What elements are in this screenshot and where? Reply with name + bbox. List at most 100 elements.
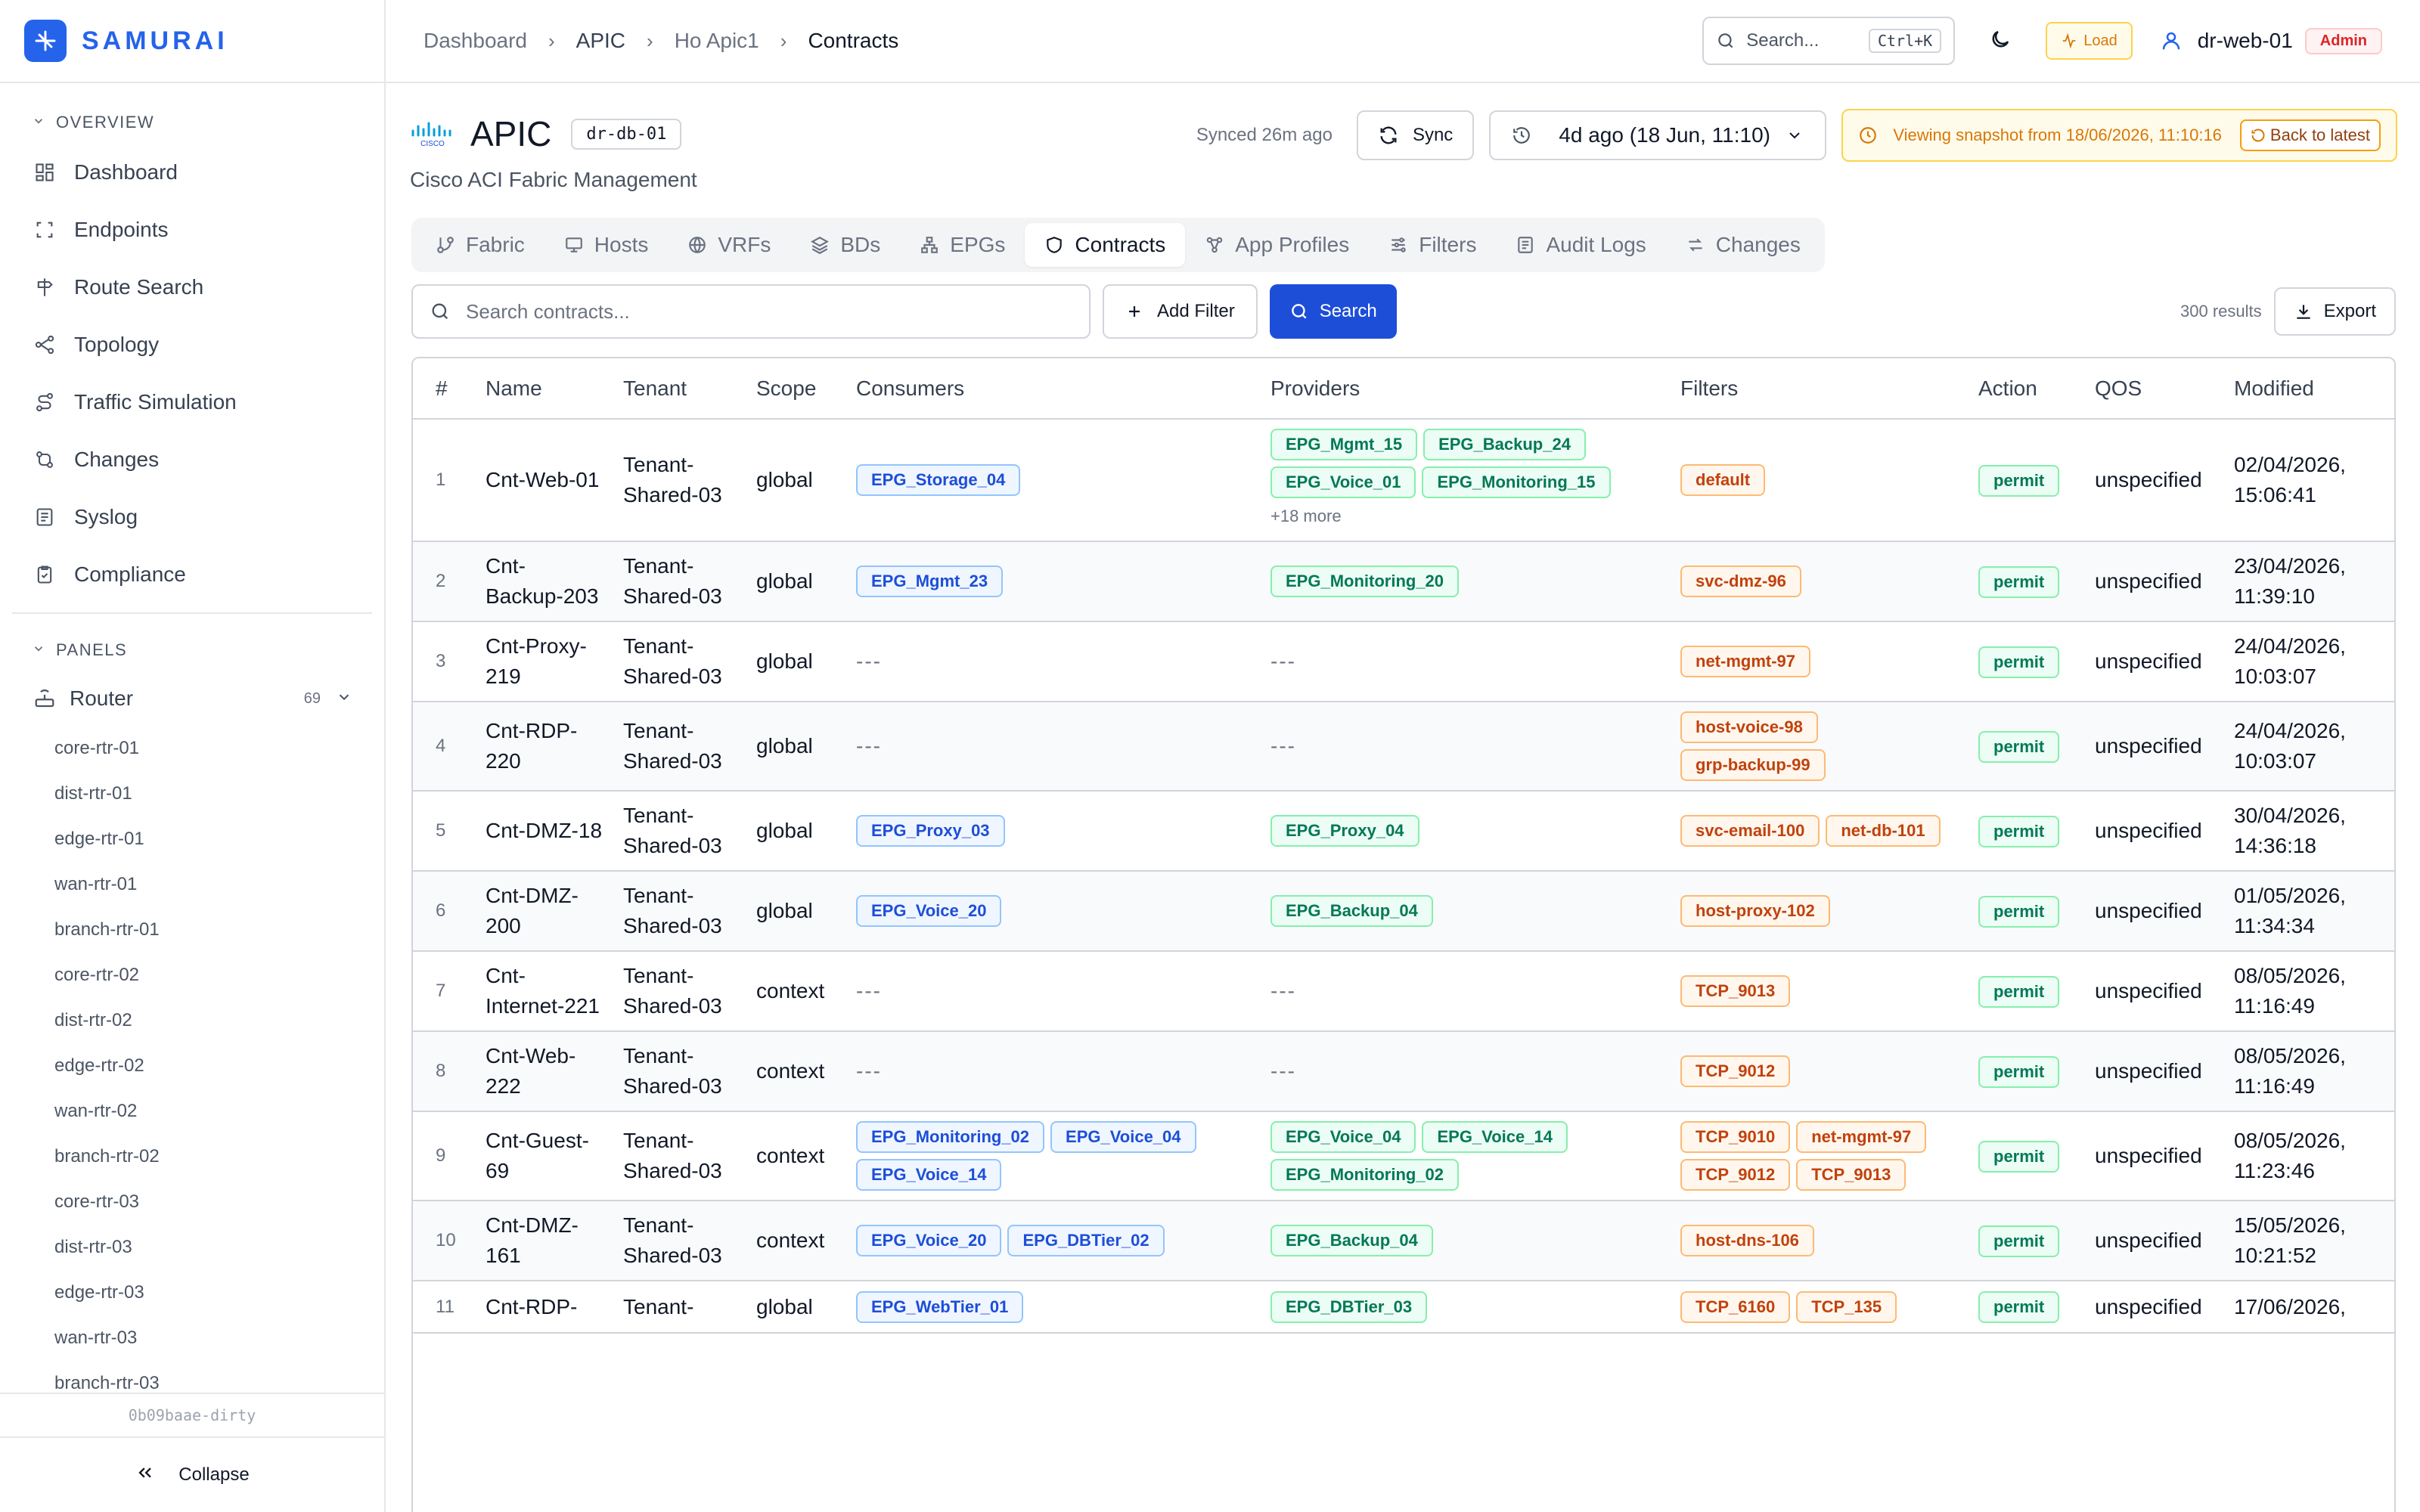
sidebar-item-endpoints[interactable]: Endpoints bbox=[12, 201, 372, 259]
filter-tag[interactable]: TCP_9010 bbox=[1680, 1121, 1791, 1153]
table-row[interactable]: 7 Cnt-Internet-221 Tenant-Shared-03 context… bbox=[413, 951, 2394, 1032]
table-row[interactable]: 3 Cnt-Proxy-219 Tenant-Shared-03 global --- -… bbox=[413, 621, 2394, 702]
provider-tag[interactable]: EPG_Monitoring_20 bbox=[1270, 565, 1460, 597]
contract-name[interactable]: Cnt-Proxy-219 bbox=[475, 621, 613, 702]
tab-bds[interactable]: BDs bbox=[790, 223, 900, 267]
filter-tag[interactable]: net-mgmt-97 bbox=[1796, 1121, 1927, 1153]
consumer-tag[interactable]: EPG_Monitoring_02 bbox=[856, 1121, 1045, 1153]
contract-name[interactable]: Cnt-RDP- bbox=[475, 1281, 613, 1334]
provider-tag[interactable]: EPG_Backup_24 bbox=[1423, 429, 1586, 460]
filter-tag[interactable]: TCP_9013 bbox=[1680, 975, 1791, 1007]
more-link[interactable]: +18 more bbox=[1270, 507, 1342, 525]
contract-name[interactable]: Cnt-DMZ-200 bbox=[475, 871, 613, 952]
sidebar-router-wan-rtr-02[interactable]: wan-rtr-02 bbox=[54, 1101, 138, 1121]
filter-tag[interactable]: host-dns-106 bbox=[1680, 1225, 1814, 1256]
sidebar-router-edge-rtr-01[interactable]: edge-rtr-01 bbox=[54, 829, 144, 849]
provider-tag[interactable]: EPG_Monitoring_15 bbox=[1422, 466, 1611, 498]
theme-toggle-button[interactable] bbox=[1985, 26, 2015, 56]
sidebar-router-branch-rtr-03[interactable]: branch-rtr-03 bbox=[54, 1373, 160, 1393]
sidebar-router-group[interactable]: Router 69 bbox=[12, 671, 372, 726]
sidebar-router-dist-rtr-01[interactable]: dist-rtr-01 bbox=[54, 783, 132, 804]
sync-button[interactable]: Sync bbox=[1356, 110, 1475, 160]
filter-tag[interactable]: default bbox=[1680, 464, 1766, 496]
column-header-index[interactable]: # bbox=[413, 358, 475, 420]
tab-vrfs[interactable]: VRFs bbox=[668, 223, 790, 267]
sidebar-item-topology[interactable]: Topology bbox=[12, 316, 372, 373]
sidebar-router-wan-rtr-03[interactable]: wan-rtr-03 bbox=[54, 1328, 138, 1348]
table-row[interactable]: 10 Cnt-DMZ-161 Tenant-Shared-03 context EPG_… bbox=[413, 1201, 2394, 1281]
contract-name[interactable]: Cnt-Web-222 bbox=[475, 1031, 613, 1112]
sidebar-item-syslog[interactable]: Syslog bbox=[12, 488, 372, 546]
breadcrumb-apic[interactable]: APIC bbox=[576, 29, 626, 52]
filter-tag[interactable]: svc-email-100 bbox=[1680, 815, 1820, 847]
contract-name[interactable]: Cnt-DMZ-18 bbox=[475, 791, 613, 872]
overview-section-toggle[interactable]: OVERVIEW bbox=[12, 101, 372, 144]
tab-app-profiles[interactable]: App Profiles bbox=[1185, 223, 1369, 267]
snapshot-time-select[interactable]: 4d ago (18 Jun, 11:10) bbox=[1489, 110, 1827, 160]
filter-tag[interactable]: TCP_9013 bbox=[1796, 1159, 1907, 1191]
collapse-sidebar-button[interactable]: Collapse bbox=[0, 1436, 384, 1512]
sidebar-router-core-rtr-03[interactable]: core-rtr-03 bbox=[54, 1191, 140, 1212]
filter-tag[interactable]: TCP_6160 bbox=[1680, 1290, 1791, 1323]
sidebar-router-branch-rtr-01[interactable]: branch-rtr-01 bbox=[54, 919, 160, 940]
export-button[interactable]: Export bbox=[2273, 287, 2396, 336]
global-search-input[interactable]: Search... Ctrl+K bbox=[1702, 17, 1956, 65]
provider-tag[interactable]: EPG_Backup_04 bbox=[1270, 895, 1433, 927]
provider-tag[interactable]: EPG_Backup_04 bbox=[1270, 1225, 1433, 1256]
tab-filters[interactable]: Filters bbox=[1369, 223, 1496, 267]
table-row[interactable]: 6 Cnt-DMZ-200 Tenant-Shared-03 global EPG_Vo… bbox=[413, 871, 2394, 952]
brand[interactable]: SAMURAI bbox=[0, 0, 384, 83]
search-button[interactable]: Search bbox=[1269, 284, 1397, 339]
filter-tag[interactable]: TCP_9012 bbox=[1680, 1159, 1791, 1191]
sidebar-router-core-rtr-01[interactable]: core-rtr-01 bbox=[54, 738, 140, 758]
column-header-consumers[interactable]: Consumers bbox=[845, 358, 1260, 420]
breadcrumb-device[interactable]: Ho Apic1 bbox=[674, 29, 759, 52]
column-header-action[interactable]: Action bbox=[1968, 358, 2084, 420]
filter-tag[interactable]: host-proxy-102 bbox=[1680, 895, 1830, 927]
tab-epgs[interactable]: EPGs bbox=[900, 223, 1025, 267]
tab-fabric[interactable]: Fabric bbox=[416, 223, 544, 267]
sidebar-router-wan-rtr-01[interactable]: wan-rtr-01 bbox=[54, 874, 138, 894]
filter-tag[interactable]: TCP_9012 bbox=[1680, 1055, 1791, 1087]
sidebar-router-dist-rtr-03[interactable]: dist-rtr-03 bbox=[54, 1237, 132, 1257]
filter-tag[interactable]: host-voice-98 bbox=[1680, 711, 1818, 743]
consumer-tag[interactable]: EPG_DBTier_02 bbox=[1007, 1225, 1165, 1256]
provider-tag[interactable]: EPG_Monitoring_02 bbox=[1270, 1159, 1460, 1191]
table-row[interactable]: 9 Cnt-Guest-69 Tenant-Shared-03 context EPG_… bbox=[413, 1111, 2394, 1201]
filter-tag[interactable]: net-mgmt-97 bbox=[1680, 646, 1811, 677]
table-row[interactable]: 2 Cnt-Backup-203 Tenant-Shared-03 global EPG… bbox=[413, 541, 2394, 622]
sidebar-item-dashboard[interactable]: Dashboard bbox=[12, 144, 372, 201]
column-header-filters[interactable]: Filters bbox=[1670, 358, 1968, 420]
contract-name[interactable]: Cnt-Backup-203 bbox=[475, 541, 613, 622]
panels-section-toggle[interactable]: PANELS bbox=[12, 629, 372, 671]
sidebar-router-edge-rtr-02[interactable]: edge-rtr-02 bbox=[54, 1055, 144, 1076]
sidebar-item-traffic-simulation[interactable]: Traffic Simulation bbox=[12, 373, 372, 431]
provider-tag[interactable]: EPG_DBTier_03 bbox=[1270, 1290, 1428, 1323]
provider-tag[interactable]: EPG_Voice_14 bbox=[1422, 1121, 1568, 1153]
column-header-tenant[interactable]: Tenant bbox=[613, 358, 746, 420]
back-to-latest-button[interactable]: Back to latest bbox=[2239, 119, 2381, 151]
contract-search-input[interactable]: Search contracts... bbox=[411, 284, 1091, 339]
sidebar-router-edge-rtr-03[interactable]: edge-rtr-03 bbox=[54, 1282, 144, 1303]
sidebar-item-changes[interactable]: Changes bbox=[12, 431, 372, 488]
consumer-tag[interactable]: EPG_Mgmt_23 bbox=[856, 565, 1004, 597]
contract-name[interactable]: Cnt-DMZ-161 bbox=[475, 1201, 613, 1281]
column-header-scope[interactable]: Scope bbox=[746, 358, 845, 420]
consumer-tag[interactable]: EPG_Voice_04 bbox=[1050, 1121, 1196, 1153]
sidebar-router-core-rtr-02[interactable]: core-rtr-02 bbox=[54, 965, 140, 985]
sidebar-router-dist-rtr-02[interactable]: dist-rtr-02 bbox=[54, 1010, 132, 1030]
contract-name[interactable]: Cnt-RDP-220 bbox=[475, 702, 613, 792]
provider-tag[interactable]: EPG_Voice_01 bbox=[1270, 466, 1416, 498]
load-button[interactable]: Load bbox=[2046, 22, 2133, 60]
table-row[interactable]: 4 Cnt-RDP-220 Tenant-Shared-03 global --- ---… bbox=[413, 702, 2394, 792]
consumer-tag[interactable]: EPG_Proxy_03 bbox=[856, 815, 1005, 847]
tab-hosts[interactable]: Hosts bbox=[544, 223, 669, 267]
breadcrumb-dashboard[interactable]: Dashboard bbox=[424, 29, 527, 52]
sidebar-router-branch-rtr-02[interactable]: branch-rtr-02 bbox=[54, 1146, 160, 1167]
contracts-table[interactable]: # Name Tenant Scope Consumers Providers Filter… bbox=[411, 357, 2396, 1512]
add-filter-button[interactable]: Add Filter bbox=[1103, 284, 1258, 339]
user-menu[interactable]: dr-web-01 Admin bbox=[2160, 27, 2382, 54]
consumer-tag[interactable]: EPG_Voice_14 bbox=[856, 1159, 1002, 1191]
tab-audit-logs[interactable]: Audit Logs bbox=[1496, 223, 1665, 267]
consumer-tag[interactable]: EPG_Storage_04 bbox=[856, 464, 1021, 496]
